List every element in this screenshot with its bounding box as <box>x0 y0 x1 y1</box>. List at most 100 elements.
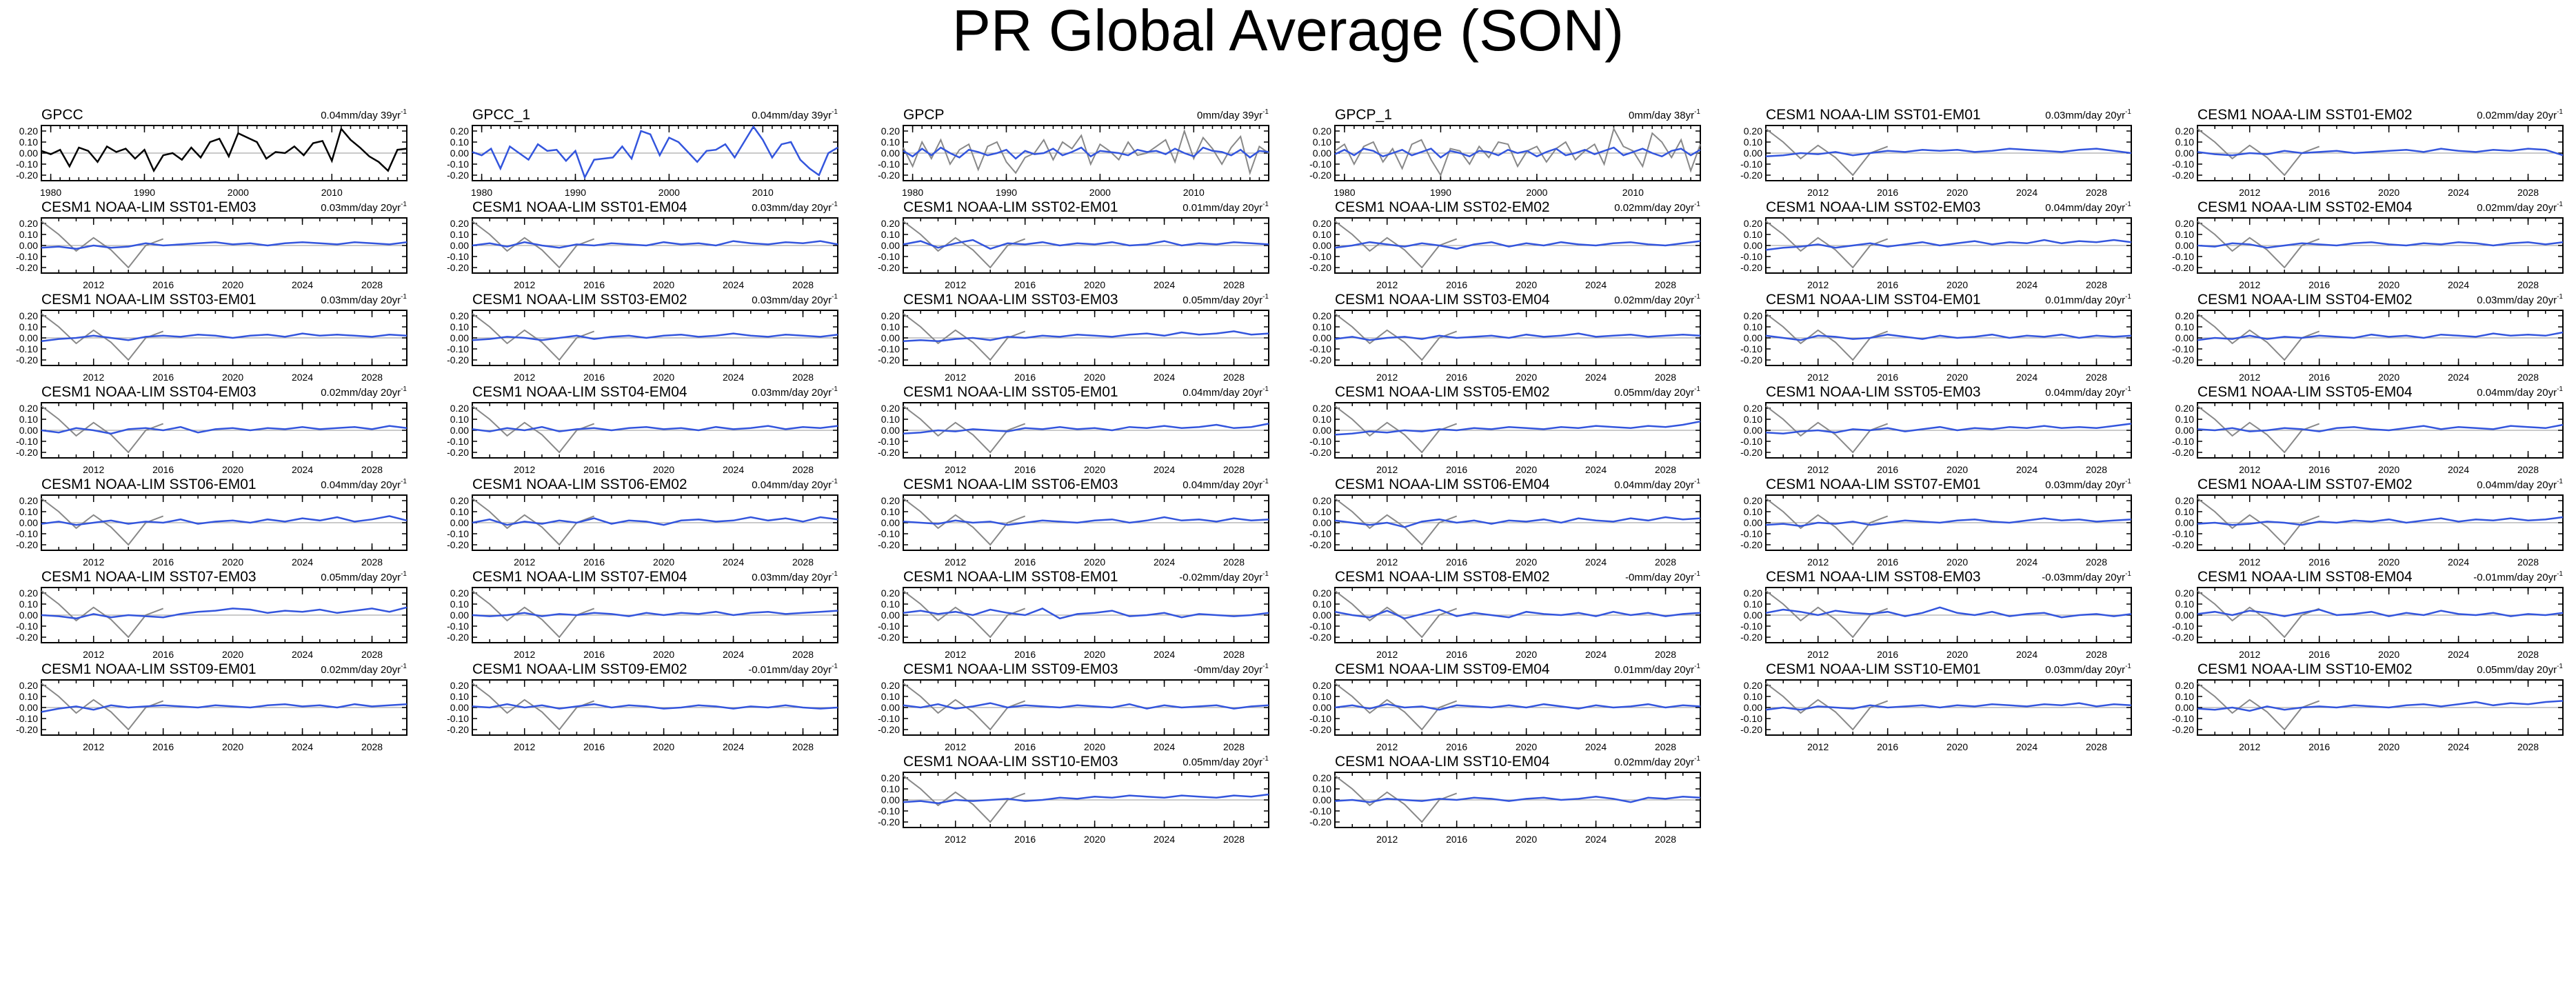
panel-title: CESM1 NOAA-LIM SST06-EM01 <box>41 477 256 492</box>
y-tick-label: 0.00 <box>2175 425 2194 436</box>
y-tick-label: -0.20 <box>1740 170 1762 181</box>
y-tick-label: 0.10 <box>881 506 900 517</box>
y-tick-label: 0.10 <box>2175 506 2194 517</box>
y-tick-label: 0.20 <box>1313 495 1331 506</box>
trend-label: 0.05mm/day 20yr-1 <box>1183 755 1269 768</box>
x-tick-label: 2012 <box>514 649 535 660</box>
x-tick-label: 2016 <box>1014 464 1036 475</box>
y-tick-label: 0.10 <box>1744 691 1762 702</box>
panel-title: CESM1 NOAA-LIM SST07-EM04 <box>472 569 687 585</box>
trend-unit-exponent: -1 <box>1262 570 1269 578</box>
panel-title: CESM1 NOAA-LIM SST02-EM04 <box>2197 199 2413 215</box>
y-tick-label: -0.10 <box>1740 713 1762 724</box>
y-tick-label: 0.00 <box>19 702 38 713</box>
x-tick-label: 2012 <box>514 741 535 752</box>
y-tick-label: 0.20 <box>2175 495 2194 506</box>
x-tick-label: 2012 <box>514 372 535 383</box>
y-tick-label: -0.20 <box>1740 724 1762 735</box>
trend-label: -0.03mm/day 20yr-1 <box>2042 570 2131 583</box>
x-tick-label: 2020 <box>1084 372 1105 383</box>
x-tick-label: 2012 <box>1376 464 1398 475</box>
panel: CESM1 NOAA-LIM SST03-EM03 0.05mm/day 20yr… <box>878 292 1269 383</box>
x-tick-label: 2012 <box>945 556 966 568</box>
x-tick-label: 2028 <box>1223 556 1245 568</box>
series-line <box>2197 148 2564 157</box>
y-tick-label: 0.10 <box>1313 321 1331 332</box>
x-tick-label: 2028 <box>361 464 383 475</box>
x-tick-label: 2028 <box>361 372 383 383</box>
reference-series-line <box>2197 683 2320 731</box>
x-tick-label: 2012 <box>945 464 966 475</box>
trend-unit-exponent: -1 <box>2125 385 2131 393</box>
x-tick-label: 2024 <box>2448 187 2469 198</box>
y-tick-label: -0.10 <box>1740 251 1762 262</box>
x-tick-label: 2012 <box>945 834 966 845</box>
trend-unit-exponent: -1 <box>2557 108 2563 116</box>
y-tick-label: 0.20 <box>19 126 38 137</box>
y-tick-label: 0.00 <box>2175 702 2194 713</box>
trend-unit-exponent: -1 <box>2557 201 2563 208</box>
x-tick-label: 2016 <box>583 556 605 568</box>
y-tick-label: 0.10 <box>2175 321 2194 332</box>
y-tick-label: 0.20 <box>1744 218 1762 229</box>
panel: CESM1 NOAA-LIM SST02-EM02 0.02mm/day 20yr… <box>1309 199 1701 290</box>
series-line <box>472 425 838 432</box>
x-tick-label: 2024 <box>292 372 313 383</box>
x-tick-label: 2024 <box>723 741 744 752</box>
trend-unit-exponent: -1 <box>2557 478 2563 485</box>
trend-unit-exponent: -1 <box>401 108 407 116</box>
reference-series-line <box>2197 221 2320 269</box>
x-tick-label: 2024 <box>1585 649 1607 660</box>
x-tick-label: 2016 <box>1877 464 1898 475</box>
panel-title: CESM1 NOAA-LIM SST04-EM03 <box>41 384 256 400</box>
trend-unit-exponent: -1 <box>2125 478 2131 485</box>
trend-unit-exponent: -1 <box>401 570 407 578</box>
panel: CESM1 NOAA-LIM SST05-EM04 0.04mm/day 20yr… <box>2172 384 2564 475</box>
panel: CESM1 NOAA-LIM SST05-EM01 0.04mm/day 20yr… <box>878 384 1269 475</box>
panel: CESM1 NOAA-LIM SST06-EM02 0.04mm/day 20yr… <box>447 477 838 568</box>
x-tick-label: 1980 <box>471 187 492 198</box>
panel: CESM1 NOAA-LIM SST07-EM01 0.03mm/day 20yr… <box>1740 477 2132 568</box>
x-tick-label: 2028 <box>1655 649 1676 660</box>
x-tick-label: 2020 <box>2378 187 2399 198</box>
y-tick-label: -0.10 <box>1740 343 1762 354</box>
x-tick-label: 2012 <box>514 556 535 568</box>
x-tick-label: 2010 <box>752 187 774 198</box>
trend-label: 0.04mm/day 20yr-1 <box>752 478 838 491</box>
trend-label: -0.02mm/day 20yr-1 <box>1179 570 1269 583</box>
y-tick-label: 0.10 <box>450 414 469 425</box>
y-tick-label: 0.10 <box>881 137 900 148</box>
trend-unit-exponent: -1 <box>1694 201 1700 208</box>
panel-title: CESM1 NOAA-LIM SST03-EM04 <box>1335 292 1550 308</box>
x-tick-label: 2028 <box>1655 556 1676 568</box>
y-tick-label: 0.10 <box>1744 506 1762 517</box>
y-tick-label: 0.00 <box>19 425 38 436</box>
x-tick-label: 2024 <box>1585 556 1607 568</box>
x-tick-label: 2012 <box>1376 556 1398 568</box>
y-tick-label: 0.00 <box>1744 517 1762 528</box>
x-tick-label: 1990 <box>996 187 1017 198</box>
y-tick-label: 0.10 <box>19 321 38 332</box>
y-tick-label: 0.20 <box>1313 772 1331 783</box>
panel: CESM1 NOAA-LIM SST08-EM02 -0mm/day 20yr-1… <box>1309 569 1701 660</box>
y-tick-label: -0.10 <box>447 251 469 262</box>
x-tick-label: 2024 <box>1585 464 1607 475</box>
trend-unit-exponent: -1 <box>2125 570 2131 578</box>
trend-label: 0.02mm/day 20yr-1 <box>1614 755 1700 768</box>
trend-label: 0.04mm/day 20yr-1 <box>1183 385 1269 399</box>
series-line <box>1334 420 1701 436</box>
panel-title: GPCC_1 <box>472 107 530 123</box>
x-tick-label: 2028 <box>1223 372 1245 383</box>
y-tick-label: 0.20 <box>2175 403 2194 414</box>
trend-label: 0.04mm/day 20yr-1 <box>2045 385 2131 399</box>
trend-label: 0.03mm/day 20yr-1 <box>752 201 838 214</box>
series-line <box>2197 700 2564 712</box>
panel: CESM1 NOAA-LIM SST08-EM03 -0.03mm/day 20y… <box>1740 569 2132 660</box>
y-tick-label: 0.10 <box>1313 414 1331 425</box>
panel: CESM1 NOAA-LIM SST10-EM01 0.03mm/day 20yr… <box>1740 661 2132 752</box>
y-tick-label: -0.20 <box>2172 170 2194 181</box>
x-tick-label: 2024 <box>1585 279 1607 290</box>
y-tick-label: -0.10 <box>1309 343 1331 354</box>
trend-unit-exponent: -1 <box>1694 108 1700 116</box>
x-tick-label: 2016 <box>152 279 174 290</box>
